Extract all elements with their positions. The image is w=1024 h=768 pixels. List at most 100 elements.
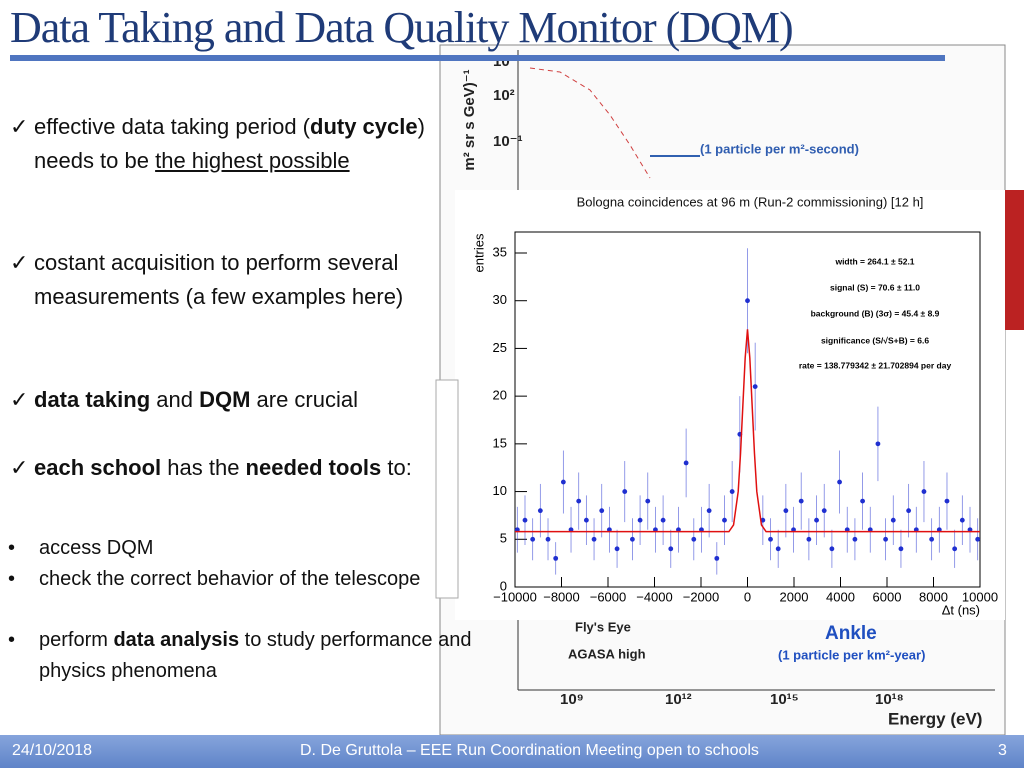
footer: 24/10/2018 D. De Gruttola – EEE Run Coor… (0, 735, 1024, 768)
text-run: perform (39, 629, 114, 651)
text-run: effective data taking period ( (34, 114, 310, 139)
footer-date: 24/10/2018 (12, 742, 93, 759)
data-point (722, 517, 727, 523)
text-run: to study performance and physics phenome… (39, 629, 472, 682)
y-axis-label: entries (471, 233, 486, 273)
x-tick-label: 10000 (962, 589, 998, 604)
data-point (668, 546, 674, 552)
bullet: each school has the needed tools to: (6, 451, 426, 485)
data-point (852, 536, 858, 542)
text-run: has the (161, 455, 246, 480)
text-run: to: (381, 455, 412, 480)
data-point (775, 546, 781, 552)
text-run: data analysis (113, 629, 240, 651)
text-run: needed tools (245, 455, 382, 480)
text-run: and (150, 387, 200, 412)
data-point (814, 517, 819, 523)
x-tick-label: −4000 (636, 589, 673, 604)
y-tick-label: 15 (493, 435, 507, 450)
x-tick-label: 6000 (873, 589, 902, 604)
data-point (829, 546, 835, 552)
sub-bullet: access DQM (8, 533, 498, 564)
y-tick-label: 30 (493, 292, 507, 307)
data-point (952, 546, 958, 552)
data-point (921, 489, 927, 494)
data-point (745, 298, 750, 304)
data-point (752, 384, 758, 389)
data-point (622, 489, 628, 494)
sub-bullet: perform data analysis to study performan… (8, 625, 498, 687)
text-run: check the correct behavior of the telesc… (39, 568, 421, 590)
title-rule (10, 55, 945, 61)
text-run: DQM (199, 387, 251, 412)
bg-points (529, 67, 651, 179)
bullet: effective data taking period (duty cycle… (6, 110, 426, 178)
data-point (875, 441, 881, 447)
data-point (645, 498, 651, 504)
data-point (783, 508, 789, 514)
bg-annotation: Fly's Eye (575, 619, 631, 634)
data-point (530, 536, 536, 542)
data-point (583, 517, 589, 523)
data-point (975, 536, 981, 542)
data-point (683, 460, 689, 466)
data-point (714, 555, 720, 561)
bg-annotation: (1 particle per km²-year) (778, 647, 925, 662)
data-point (599, 508, 605, 514)
data-point (860, 498, 865, 504)
data-point (890, 517, 896, 523)
image-edge (1005, 190, 1024, 330)
stat-text: width = 264.1 ± 52.1 (834, 256, 914, 266)
fit-curve (515, 329, 980, 533)
data-point (522, 517, 528, 523)
x-tick-label: 8000 (919, 589, 948, 604)
data-point (883, 536, 889, 542)
x-tick-label: −8000 (543, 589, 580, 604)
stat-text: significance (S/√S+B) = 6.6 (821, 335, 929, 345)
bg-ytick: 10² (493, 87, 515, 104)
bg-annotation: AGASA high (568, 646, 646, 661)
text-run: ) needs to be (34, 114, 425, 173)
text-run: the highest possible (155, 148, 350, 173)
x-tick-label: 2000 (780, 589, 809, 604)
data-point (906, 508, 912, 514)
chart-panel (455, 190, 1005, 620)
text-run: data taking (34, 387, 151, 412)
page-number: 3 (998, 742, 1007, 759)
chart-title: Bologna coincidences at 96 m (Run-2 comm… (577, 194, 924, 209)
bullet: costant acquisition to perform several m… (6, 246, 426, 314)
y-tick-label: 5 (500, 531, 507, 546)
data-point (576, 498, 582, 504)
y-tick-label: 0 (500, 578, 507, 593)
text-run: access DQM (39, 537, 154, 559)
stat-text: background (B) (3σ) = 45.4 ± 8.9 (811, 308, 940, 318)
data-point (630, 536, 635, 542)
data-point (768, 536, 773, 542)
data-point (806, 536, 812, 542)
stat-text: rate = 138.779342 ± 21.702894 per day (799, 360, 952, 370)
stat-text: signal (S) = 70.6 ± 11.0 (830, 282, 920, 292)
x-tick-label: 4000 (826, 589, 855, 604)
text-run: are crucial (250, 387, 358, 412)
data-point (821, 508, 827, 514)
bg-annotation: Ankle (825, 623, 877, 644)
slide-title: Data Taking and Data Quality Monitor (DQ… (10, 3, 794, 52)
data-point (545, 536, 551, 542)
y-tick-label: 35 (493, 244, 507, 259)
data-point (614, 546, 620, 552)
bg-annotation: (1 particle per m²-second) (700, 141, 859, 156)
bg-xtick: 10¹⁵ (770, 691, 799, 708)
bullet: data taking and DQM are crucial (6, 383, 426, 417)
data-point (537, 508, 543, 514)
text-run: each school (34, 455, 162, 480)
data-point (637, 517, 643, 523)
x-tick-label: −2000 (683, 589, 720, 604)
data-point (944, 498, 950, 504)
data-point (560, 479, 566, 485)
x-axis-label: Δt (ns) (942, 602, 980, 617)
data-point (798, 498, 804, 504)
x-tick-label: −10000 (493, 589, 537, 604)
y-tick-label: 20 (493, 388, 507, 403)
